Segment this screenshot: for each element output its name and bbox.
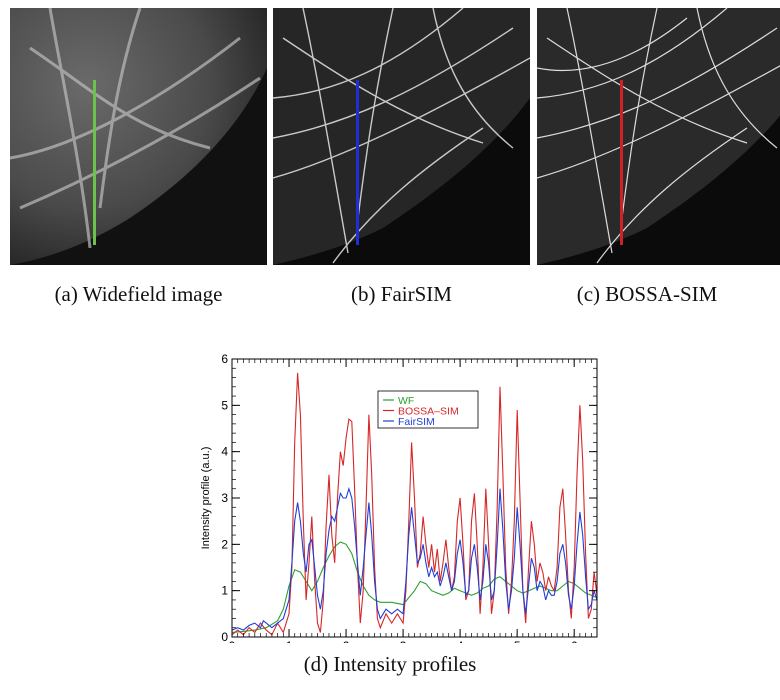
- y-tick-label: 0: [221, 630, 228, 643]
- fairsim-profile-line: [356, 80, 359, 245]
- y-tick-label: 3: [221, 491, 228, 505]
- widefield-image: [10, 8, 267, 265]
- x-tick-label: 1: [286, 639, 293, 643]
- y-tick-label: 5: [221, 398, 228, 412]
- y-tick-label: 4: [221, 445, 228, 459]
- legend-label: BOSSA–SIM: [398, 406, 459, 418]
- y-tick-label: 1: [221, 584, 228, 598]
- y-tick-label: 6: [221, 352, 228, 366]
- series-line-0: [231, 541, 598, 633]
- series-line-1: [231, 372, 598, 636]
- caption-bossa-sim: (c) BOSSA-SIM: [576, 282, 718, 306]
- intensity-profile-chart: 01234560123456Distance (µm)Intensity pro…: [200, 352, 598, 643]
- widefield-profile-line: [93, 80, 96, 245]
- x-tick-label: 6: [571, 639, 578, 643]
- bossa-sim-profile-line: [620, 80, 623, 245]
- bossa-sim-image: [537, 8, 780, 265]
- legend-box: [377, 390, 479, 429]
- x-tick-label: 5: [514, 639, 521, 643]
- x-tick-label: 2: [343, 639, 350, 643]
- x-tick-label: 0: [229, 639, 236, 643]
- fairsim-image: [273, 8, 530, 265]
- series-line-2: [231, 486, 598, 631]
- caption-widefield: (a) Widefield image: [54, 282, 223, 306]
- legend-label: FairSIM: [398, 416, 435, 428]
- caption-fairsim: (b) FairSIM: [351, 282, 452, 306]
- y-tick-label: 2: [221, 537, 228, 551]
- y-axis-label: Intensity profile (a.u.): [200, 447, 212, 550]
- caption-intensity-profiles: (d) Intensity profiles: [303, 652, 477, 676]
- x-tick-label: 4: [457, 639, 464, 643]
- x-tick-label: 3: [400, 639, 407, 643]
- legend-label: WF: [398, 395, 414, 407]
